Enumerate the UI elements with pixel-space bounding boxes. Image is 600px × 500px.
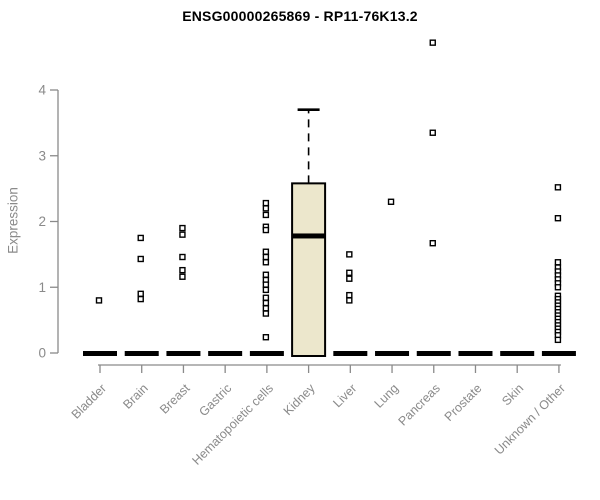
outlier-point xyxy=(346,269,353,276)
x-tick-label: Bladder xyxy=(69,381,109,421)
x-tick-label: Pancreas xyxy=(396,381,443,428)
outlier-point xyxy=(554,215,562,222)
outlier-point xyxy=(262,294,270,301)
outlier-point xyxy=(137,234,144,242)
outlier-point xyxy=(387,198,395,205)
zero-box-bar xyxy=(333,351,368,356)
x-tick-label: Prostate xyxy=(442,381,485,424)
outlier-point xyxy=(262,310,270,317)
outlier-point xyxy=(346,291,353,299)
x-tick-label: Gastric xyxy=(196,381,234,419)
outlier-point xyxy=(262,334,270,341)
zero-box-bar xyxy=(249,351,284,356)
outlier-point xyxy=(262,259,270,266)
outlier-point xyxy=(262,271,270,278)
outlier-point xyxy=(179,253,186,261)
outlier-point xyxy=(179,224,186,232)
outlier-point xyxy=(554,259,562,266)
y-tick-label: 0 xyxy=(38,346,46,361)
outlier-point xyxy=(179,231,186,238)
zero-box-bar xyxy=(83,351,117,356)
outlier-point xyxy=(95,297,103,304)
outlier-point xyxy=(262,211,270,219)
zero-box-bar xyxy=(500,351,535,356)
outlier-point xyxy=(554,184,562,191)
median-line xyxy=(292,233,326,239)
zero-box-bar xyxy=(541,351,576,356)
outlier-point xyxy=(262,205,270,212)
outlier-point xyxy=(137,295,144,303)
outlier-point xyxy=(262,281,270,288)
x-tick-label: Hematopoietic cells xyxy=(189,381,276,468)
outlier-point xyxy=(262,226,270,234)
x-tick-label: Kidney xyxy=(281,381,318,418)
x-tick-label: Breast xyxy=(157,381,193,417)
outlier-point xyxy=(262,253,270,261)
outlier-point xyxy=(429,239,436,247)
outlier-point xyxy=(179,273,186,280)
y-tick-label: 2 xyxy=(38,214,46,229)
outlier-point xyxy=(262,248,270,255)
y-tick-label: 1 xyxy=(38,280,46,295)
zero-box-bar xyxy=(124,351,159,356)
outlier-point xyxy=(262,305,270,312)
x-tick-label: Lung xyxy=(372,381,402,411)
y-tick-label: 3 xyxy=(38,148,46,163)
outlier-point xyxy=(429,129,436,136)
outlier-point xyxy=(429,39,436,46)
zero-box-bar xyxy=(208,351,243,356)
zero-box-bar xyxy=(416,351,451,356)
outlier-point xyxy=(346,275,353,282)
outlier-point xyxy=(346,297,353,304)
chart-title: ENSG00000265869 - RP11-76K13.2 xyxy=(182,8,418,24)
box-kidney xyxy=(291,182,327,357)
y-tick-label: 4 xyxy=(38,83,46,98)
x-tick-label: Skin xyxy=(499,381,526,408)
outlier-point xyxy=(554,336,562,344)
outlier-point xyxy=(179,266,186,274)
outlier-point xyxy=(554,284,562,291)
outlier-point xyxy=(262,199,270,207)
outlier-point xyxy=(262,286,270,294)
x-tick-label: Unknown / Other xyxy=(492,381,568,457)
zero-box-bar xyxy=(458,351,493,356)
outlier-point xyxy=(262,299,270,307)
zero-box-bar xyxy=(375,351,410,356)
x-tick-label: Liver xyxy=(330,381,359,410)
outlier-point xyxy=(137,255,144,263)
zero-box-bar xyxy=(166,351,201,356)
x-tick-label: Brain xyxy=(120,381,151,412)
outlier-point xyxy=(137,290,144,298)
outlier-point xyxy=(346,251,353,258)
